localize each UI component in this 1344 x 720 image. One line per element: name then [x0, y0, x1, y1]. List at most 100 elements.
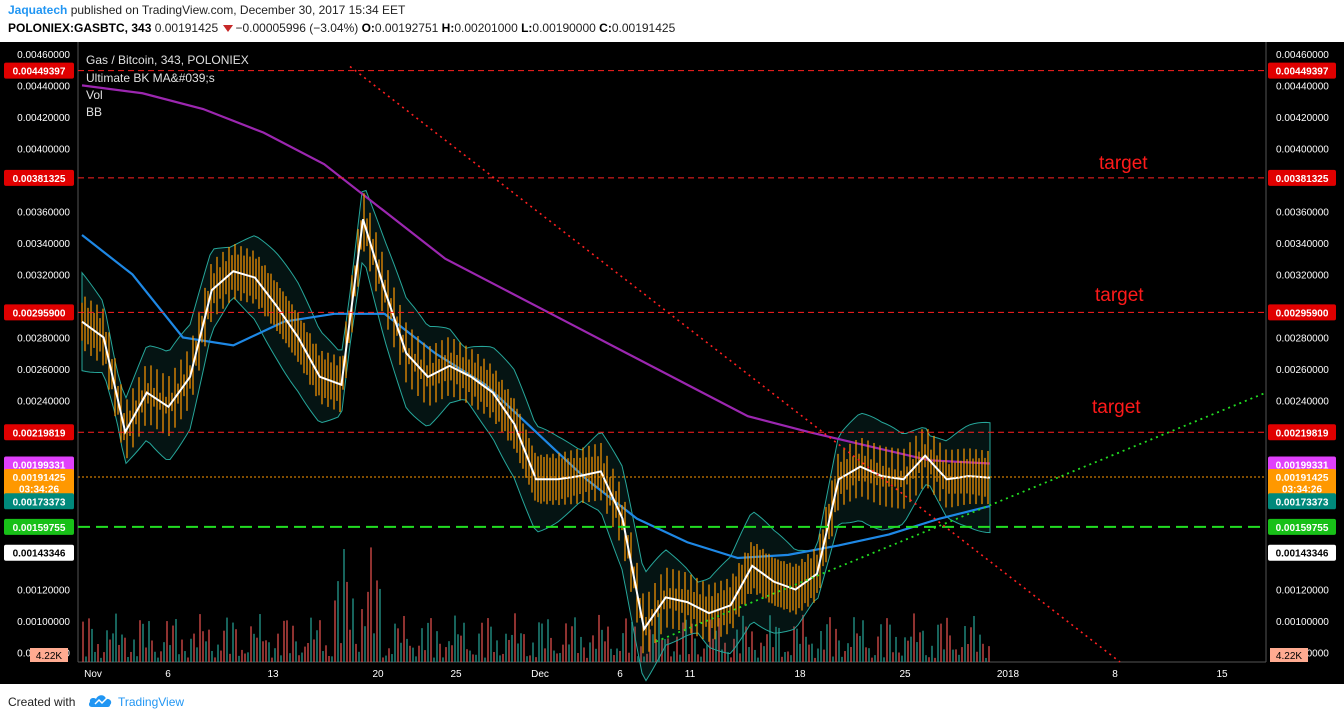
volume-bar — [739, 653, 741, 662]
volume-bar — [943, 649, 945, 662]
author-name[interactable]: Jaquatech — [8, 3, 68, 17]
volume-bar — [379, 588, 381, 662]
volume-bar — [748, 647, 750, 662]
volume-bar — [586, 657, 588, 662]
volume-bar — [808, 644, 810, 662]
volume-bar — [667, 638, 669, 662]
volume-bar — [133, 639, 135, 662]
x-axis-tick: 18 — [794, 669, 806, 680]
volume-bar — [382, 657, 384, 662]
level-tag-right — [1268, 62, 1336, 79]
tradingview-brand[interactable]: TradingView — [118, 695, 185, 709]
volume-bar — [466, 649, 468, 662]
footer: Created with TradingView — [0, 684, 1344, 720]
volume-bar — [691, 623, 693, 662]
volume-bar — [460, 635, 462, 662]
right-price-tick: 0.00100000 — [1276, 617, 1329, 628]
volume-bar — [196, 647, 198, 662]
volume-bar — [727, 652, 729, 662]
volume-bar — [640, 646, 642, 662]
volume-bar — [892, 652, 894, 662]
volume-bar — [835, 628, 837, 662]
left-price-tick: 0.00320000 — [17, 270, 70, 281]
volume-bar — [931, 645, 933, 662]
low-value: 0.00190000 — [532, 21, 596, 35]
volume-bar — [121, 634, 123, 662]
volume-bar — [598, 614, 600, 662]
volume-bar — [502, 653, 504, 662]
chart-area[interactable]: 0.00460000 0.00460000 0.00440000 0.00440000… — [0, 42, 1344, 684]
volume-bar — [403, 615, 405, 662]
volume-bar — [376, 580, 378, 662]
volume-bar — [847, 643, 849, 662]
volume-bar — [985, 657, 987, 662]
volume-bar — [457, 634, 459, 662]
volume-bar — [337, 581, 339, 662]
volume-bar — [850, 646, 852, 662]
volume-bar — [886, 618, 888, 662]
volume-bar — [895, 636, 897, 662]
volume-bar — [976, 651, 978, 662]
volume-bar — [682, 622, 684, 662]
volume-bar — [286, 620, 288, 662]
left-price-tick: 0.00280000 — [17, 333, 70, 344]
close-label: C: — [599, 21, 612, 35]
volume-bar — [703, 648, 705, 662]
x-axis-tick: 8 — [1112, 669, 1118, 680]
uptrend-line — [655, 391, 1267, 643]
volume-bar — [973, 615, 975, 662]
volume-bar — [610, 648, 612, 662]
left-price-tick: 0.00260000 — [17, 365, 70, 376]
volume-bar — [772, 647, 774, 662]
volume-bar — [415, 656, 417, 662]
volume-bar — [193, 633, 195, 662]
volume-bar — [436, 631, 438, 662]
volume-bar — [859, 635, 861, 662]
volume-bar — [343, 549, 345, 662]
volume-bar — [736, 629, 738, 662]
x-axis-tick: 20 — [372, 669, 384, 680]
volume-bar — [232, 622, 234, 662]
level-tag-right — [1268, 424, 1336, 441]
left-price-tick: 0.00360000 — [17, 207, 70, 218]
volume-bar — [496, 640, 498, 662]
volume-bar — [301, 652, 303, 662]
volume-bar — [709, 619, 711, 662]
volume-bar — [670, 656, 672, 662]
volume-bar — [514, 613, 516, 662]
volume-bar — [355, 643, 357, 662]
volume-bar — [826, 624, 828, 662]
volume-bar — [142, 623, 144, 662]
volume-bar — [874, 655, 876, 662]
x-axis-tick: 2018 — [997, 669, 1020, 680]
volume-bar — [256, 637, 258, 662]
volume-bar — [592, 635, 594, 662]
volume-bar — [928, 657, 930, 662]
volume-bar — [454, 615, 456, 662]
price-chart[interactable]: 0.00460000 0.00460000 0.00440000 0.00440000… — [0, 42, 1344, 684]
volume-bar — [298, 655, 300, 662]
level-tag-left-text: 0.00381325 — [13, 174, 66, 185]
volume-bar — [319, 620, 321, 662]
volume-bar — [223, 630, 225, 662]
x-axis-tick: 11 — [685, 669, 696, 680]
volume-bar — [571, 626, 573, 662]
volume-bar — [832, 656, 834, 662]
volume-bar — [451, 645, 453, 662]
volume-bar — [397, 628, 399, 662]
volume-bar — [97, 644, 99, 662]
level-tag-left-text: 0.00449397 — [13, 67, 66, 78]
close-value: 0.00191425 — [611, 21, 676, 35]
volume-bar — [742, 615, 744, 662]
volume-bar — [181, 639, 183, 662]
tradingview-logo-icon[interactable] — [88, 692, 114, 710]
right-price-tick: 0.00120000 — [1276, 586, 1329, 597]
volume-bar — [730, 657, 732, 662]
volume-bar — [313, 639, 315, 662]
volume-bar — [595, 648, 597, 662]
volume-bar — [805, 636, 807, 662]
volume-bar — [769, 615, 771, 662]
volume-bar — [406, 638, 408, 662]
volume-bar — [334, 600, 336, 662]
x-axis-tick: Nov — [84, 669, 102, 680]
